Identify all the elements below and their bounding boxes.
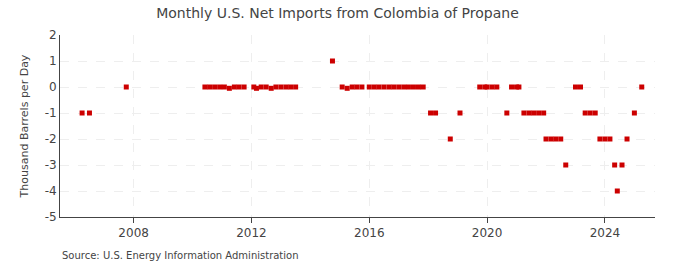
- svg-text:-2: -2: [45, 132, 57, 146]
- svg-text:-4: -4: [45, 184, 57, 198]
- svg-text:2012: 2012: [236, 226, 267, 240]
- svg-text:Source: U.S. Energy Informatio: Source: U.S. Energy Information Administ…: [62, 250, 299, 261]
- svg-text:2024: 2024: [590, 226, 621, 240]
- svg-text:0: 0: [49, 80, 57, 94]
- svg-text:1: 1: [49, 54, 57, 68]
- svg-text:-5: -5: [45, 210, 57, 224]
- svg-text:2: 2: [49, 28, 57, 42]
- svg-text:2008: 2008: [118, 226, 149, 240]
- svg-text:Monthly U.S. Net Imports from: Monthly U.S. Net Imports from Colombia o…: [156, 5, 519, 21]
- svg-text:-3: -3: [45, 158, 57, 172]
- svg-text:2020: 2020: [472, 226, 503, 240]
- svg-text:-1: -1: [45, 106, 57, 120]
- svg-text:Thousand Barrels per Day: Thousand Barrels per Day: [18, 54, 31, 198]
- svg-text:2016: 2016: [354, 226, 385, 240]
